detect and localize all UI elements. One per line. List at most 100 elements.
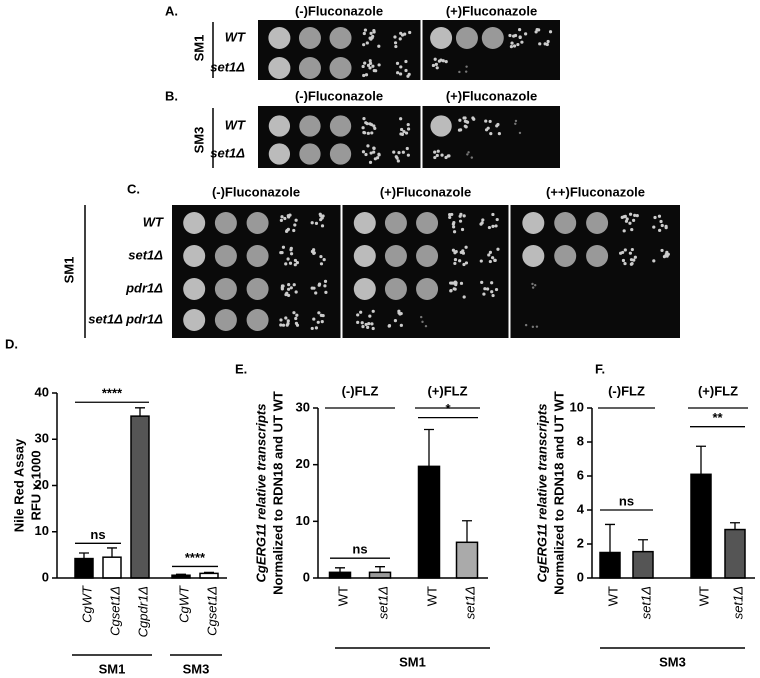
- colony: [314, 326, 319, 330]
- spot: [586, 212, 609, 234]
- colony: [295, 313, 299, 317]
- spot: [268, 57, 291, 79]
- colony: [483, 287, 487, 291]
- colony: [493, 258, 497, 262]
- colony: [452, 225, 456, 229]
- colony: [471, 116, 475, 120]
- y-tick-label: 10: [35, 523, 49, 538]
- colony: [464, 261, 469, 265]
- colony: [360, 321, 364, 325]
- x-tick-label: set1Δ: [375, 586, 390, 619]
- colony: [289, 252, 294, 256]
- colony: [372, 150, 376, 154]
- colony: [657, 214, 662, 218]
- y-tick-label: 30: [35, 431, 49, 446]
- colony: [420, 315, 423, 319]
- colony: [286, 287, 291, 291]
- colony: [280, 287, 284, 291]
- colony: [279, 323, 283, 327]
- colony: [368, 59, 372, 63]
- colony: [433, 150, 437, 154]
- colony: [535, 325, 539, 328]
- colony: [398, 312, 402, 316]
- colony: [659, 219, 663, 224]
- colony: [376, 156, 380, 160]
- spot: [183, 212, 206, 234]
- row-label: set1Δ: [210, 59, 245, 74]
- row-label: WT: [225, 29, 246, 44]
- colony: [464, 125, 468, 129]
- spot: [455, 27, 478, 49]
- colony: [433, 57, 437, 61]
- colony: [481, 218, 485, 222]
- colony: [458, 118, 462, 122]
- colony: [321, 214, 325, 218]
- colony: [293, 258, 298, 263]
- colony: [400, 33, 405, 37]
- colony: [287, 283, 291, 287]
- x-tick-label: Cgset1Δ: [204, 586, 219, 636]
- x-tick-label: CgWT: [79, 585, 94, 623]
- error-bar: [135, 407, 145, 417]
- colony: [399, 117, 403, 121]
- group-label: SM3: [183, 661, 210, 676]
- spot: [214, 212, 237, 234]
- row-label: set1Δ: [210, 145, 245, 160]
- colony: [406, 153, 410, 157]
- x-tick-label: WT: [696, 586, 711, 606]
- colony: [288, 261, 293, 265]
- colony: [406, 127, 411, 131]
- colony: [372, 68, 376, 73]
- x-tick-label: set1Δ: [462, 586, 477, 619]
- colony: [518, 35, 522, 40]
- y-tick-label: 4: [577, 501, 585, 516]
- spot: [299, 115, 321, 137]
- error-bar: [638, 539, 648, 552]
- colony: [465, 65, 468, 68]
- colony: [495, 217, 499, 222]
- colony: [664, 224, 668, 228]
- colony: [452, 220, 456, 225]
- bar: [690, 473, 712, 579]
- colony: [371, 309, 375, 313]
- colony: [658, 228, 662, 233]
- colony: [364, 152, 368, 157]
- condition-heading: (+)Fluconazole: [446, 3, 537, 18]
- y-tick-label: 40: [35, 384, 49, 399]
- x-tick-label: WT: [605, 586, 620, 606]
- spot: [246, 245, 269, 267]
- colony: [377, 152, 381, 156]
- colony: [317, 311, 321, 315]
- colony: [369, 31, 373, 35]
- colony: [370, 36, 374, 40]
- colony: [392, 150, 396, 154]
- colony: [538, 42, 542, 46]
- group-label: SM3: [659, 654, 686, 669]
- colony: [628, 251, 632, 255]
- colony: [393, 35, 397, 39]
- colony: [633, 255, 637, 259]
- colony: [448, 213, 452, 217]
- colony: [623, 261, 627, 266]
- spot: [329, 115, 352, 137]
- colony: [292, 311, 296, 315]
- colony: [408, 30, 412, 35]
- spot: [298, 27, 321, 49]
- error-bar: [730, 522, 740, 530]
- y-tick-label: 20: [296, 456, 310, 471]
- colony: [310, 286, 314, 290]
- bar: [368, 571, 392, 579]
- colony: [486, 287, 490, 291]
- colony: [319, 262, 324, 266]
- colony: [462, 214, 466, 218]
- colony: [516, 42, 520, 47]
- colony: [458, 259, 462, 263]
- colony: [453, 261, 457, 266]
- colony: [362, 117, 366, 121]
- colony: [488, 250, 493, 254]
- spot: [268, 115, 291, 137]
- colony: [546, 39, 550, 44]
- colony: [293, 263, 297, 267]
- condition-heading: (++)Fluconazole: [546, 184, 645, 199]
- colony: [324, 290, 328, 294]
